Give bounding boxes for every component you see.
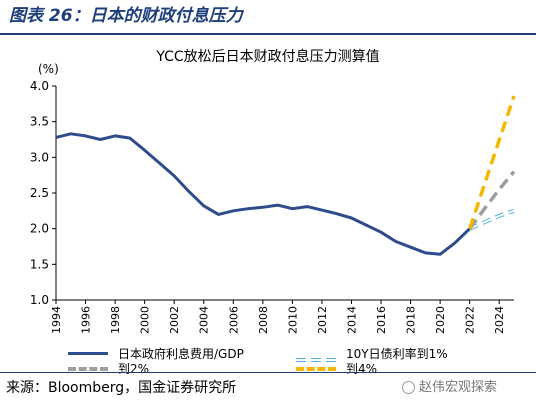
y-axis-unit-label: (%) [38,62,59,76]
x-tick-label: 2012 [316,306,329,334]
y-tick-label: 3.5 [30,115,49,129]
x-tick-label: 1998 [109,306,122,334]
x-tick-label: 1994 [50,306,63,334]
legend-label: 到2% [118,362,150,376]
legend-swatch-gray-dash [68,367,108,371]
series-3 [468,95,516,230]
watermark-text: 赵伟宏观探索 [419,380,498,395]
y-tick-label: 1.0 [30,293,49,307]
legend-item-1pct: 10Y日债利率到1% [296,346,496,362]
series-0 [55,132,471,256]
x-tick-label: 2006 [227,306,240,334]
title-divider [0,33,536,35]
legend-item-4pct: 到4% [296,361,456,377]
series-line [55,132,471,256]
legend-label: 10Y日债利率到1% [346,347,448,361]
x-tick-label: 2004 [198,306,211,334]
y-tick-label: 2.0 [30,222,49,236]
legend-item-interest-cost: 日本政府利息费用/GDP [68,346,268,362]
axes: 1.0 1.5 2.0 2.5 3.0 3.5 4.0 1994 1996 1998 2000 200… [30,79,514,334]
y-tick-label: 1.5 [30,257,49,271]
x-tick-label: 2016 [375,306,388,334]
x-tick-label: 2010 [286,306,299,334]
footer-divider [0,372,536,373]
x-tick-label: 2002 [168,306,181,334]
legend-swatch-gold-dash [296,367,336,371]
series-line-inner [469,209,515,230]
y-tick-label: 4.0 [30,79,49,93]
x-tick-label: 2000 [139,306,152,334]
legend-swatch-solid [68,352,108,355]
x-tick-label: 1996 [80,306,93,334]
series-line [468,95,516,230]
watermark: 赵伟宏观探索 [402,378,497,398]
y-tick-label: 2.5 [30,186,49,200]
x-tick-label: 2018 [405,306,418,334]
legend-swatch-svg [296,358,336,362]
legend-label: 日本政府利息费用/GDP [118,347,244,361]
x-tick-label: 2020 [434,306,447,334]
legend-label: 到4% [346,362,378,376]
wechat-icon [402,381,415,394]
x-tick-label: 2008 [257,306,270,334]
series-1 [468,208,515,231]
figure-title: 图表 26：日本的财政付息压力 [9,6,243,26]
chart-title: YCC放松后日本财政付息压力测算值 [156,49,380,65]
series-layer [55,95,516,256]
y-tick-label: 3.0 [30,150,49,164]
source-note: 来源：Bloomberg，国金证券研究所 [6,380,237,396]
legend-item-2pct: 到2% [68,361,228,377]
series-2 [468,170,516,230]
x-tick-label: 2022 [464,306,477,334]
x-tick-label: 2024 [493,306,506,334]
series-line [468,170,516,230]
x-tick-label: 2014 [345,306,358,334]
